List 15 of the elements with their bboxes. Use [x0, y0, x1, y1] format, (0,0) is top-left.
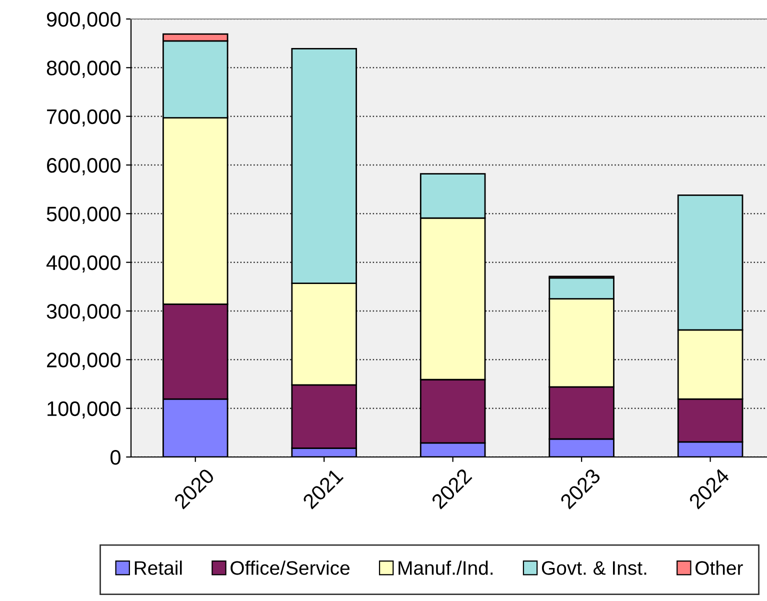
- y-tick-label: 200,000: [47, 352, 120, 370]
- y-tick-label: 300,000: [46, 304, 120, 322]
- y-tick-label: 0: [110, 450, 120, 465]
- legend-label: Office/Service: [230, 560, 350, 575]
- legend-label: Manuf./Ind.: [398, 560, 493, 575]
- y-tick-label: 400,000: [46, 255, 120, 273]
- legend-label: Retail: [134, 560, 182, 575]
- legend-label: Other: [696, 560, 743, 575]
- y-tick-label: 100,000: [48, 401, 120, 419]
- y-tick-label: 800,000: [46, 60, 120, 78]
- y-tick-label: 700,000: [47, 109, 120, 127]
- y-tick-label: 600,000: [47, 158, 120, 176]
- y-tick-label: 900,000: [46, 12, 120, 30]
- y-tick-label: 500,000: [46, 206, 120, 224]
- legend-label: Govt. & Inst.: [542, 561, 646, 575]
